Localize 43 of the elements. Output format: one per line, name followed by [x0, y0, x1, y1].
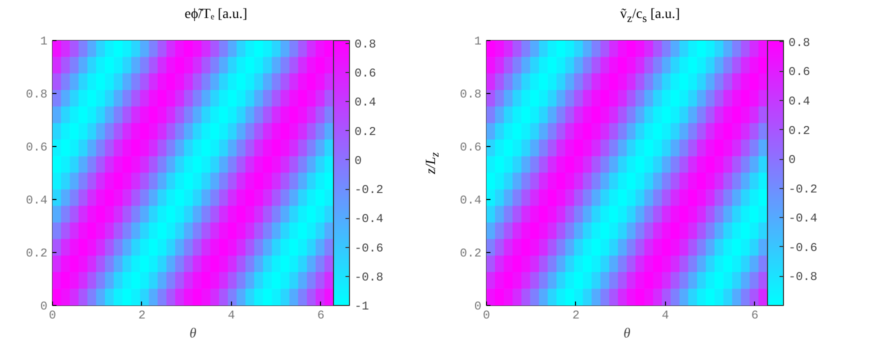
color-bar-label: -0.4 — [788, 212, 818, 226]
color-bar-label: 0.2 — [788, 124, 810, 138]
x-tick-label: 4 — [228, 308, 235, 322]
y-tick-label: 0.6 — [26, 140, 48, 154]
chart-title: eϕ̃/Tₑ [a.u.] — [184, 6, 248, 24]
color-bar-label: -0.6 — [788, 240, 818, 255]
chart-title: ṽ$_{z}$/c$_{s}$ [a.u.] — [620, 6, 680, 27]
color-bar-label: -0.2 — [354, 183, 384, 198]
color-bar-label: -1 — [354, 300, 369, 314]
color-bar-label: -0.8 — [788, 270, 818, 284]
color-bar-label: 0 — [354, 154, 362, 168]
x-tick-label: 0 — [482, 308, 490, 322]
x-axis-title: θ — [624, 326, 631, 342]
color-bar-label: 0.2 — [354, 124, 376, 139]
color-bar-label: 0 — [788, 153, 796, 168]
x-tick-label: 2 — [138, 308, 146, 322]
color-bar-label: 0.4 — [788, 94, 810, 109]
x-tick-label: 0 — [48, 308, 56, 322]
color-bar-label: 0.8 — [788, 36, 810, 50]
x-tick-label: 4 — [662, 308, 669, 322]
y-tick-label: 0.4 — [26, 194, 48, 208]
y-tick-label: 0.2 — [460, 246, 482, 260]
color-bar-label: -0.2 — [788, 182, 818, 196]
x-tick-label: 6 — [317, 308, 324, 322]
y-tick-label: 0 — [474, 300, 482, 314]
color-bar-label: -0.4 — [354, 212, 384, 226]
color-bar-label: 0.6 — [354, 66, 376, 81]
x-axis-title: θ — [190, 326, 197, 342]
color-bar-label: -0.8 — [354, 270, 384, 284]
color-bar-label: 0.4 — [354, 96, 376, 110]
y-tick-label: 1 — [474, 34, 482, 48]
y-tick-label: 0.8 — [460, 88, 482, 102]
color-bar-label: 0.6 — [788, 65, 810, 80]
x-tick-label: 6 — [751, 308, 758, 322]
x-tick-label: 2 — [572, 308, 580, 322]
y-tick-label: 0 — [40, 300, 48, 314]
color-bar-label: 0.8 — [354, 37, 376, 52]
color-bar-label: -0.6 — [354, 241, 384, 256]
y-tick-label: 0.6 — [460, 140, 482, 154]
y-tick-label: 0.8 — [26, 88, 48, 102]
y-tick-label: 0.4 — [460, 194, 482, 208]
y-tick-label: 0.2 — [26, 246, 48, 260]
y-tick-label: 1 — [40, 34, 48, 48]
